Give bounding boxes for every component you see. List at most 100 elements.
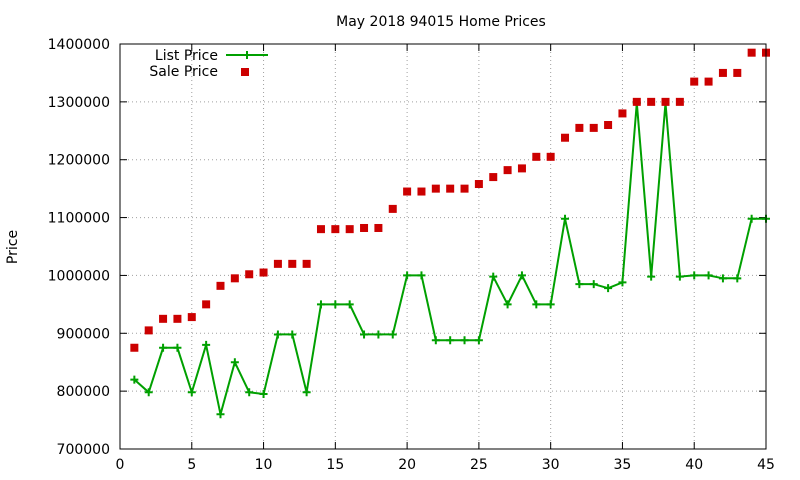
list-price-point	[503, 300, 512, 309]
list-price-point	[302, 388, 311, 397]
y-tick-label: 800000	[57, 384, 110, 400]
x-tick-label: 25	[470, 457, 488, 473]
sale-price-point	[202, 300, 211, 309]
list-price-point	[561, 214, 570, 223]
list-price-point	[517, 271, 526, 280]
list-price-point	[159, 343, 168, 352]
sale-price-point	[532, 152, 541, 161]
sale-price-point	[517, 164, 526, 173]
sale-price-point	[173, 314, 182, 323]
list-price-point	[374, 330, 383, 339]
y-axis-label: Price	[5, 230, 21, 264]
list-price-point	[403, 271, 412, 280]
sale-price-point	[302, 259, 311, 268]
sale-price-point	[460, 184, 469, 193]
x-tick-label: 0	[116, 457, 125, 473]
sale-price-point	[718, 68, 727, 77]
sale-price-point	[130, 343, 139, 352]
list-price-point	[460, 336, 469, 345]
sale-price-point	[747, 48, 756, 57]
sale-price-point	[474, 180, 483, 189]
list-price-point	[144, 388, 153, 397]
sale-price-point	[561, 133, 570, 142]
legend-marker-list-price	[243, 51, 251, 59]
list-price-point	[718, 274, 727, 283]
y-tick-label: 1300000	[48, 95, 110, 111]
sale-price-point	[604, 121, 613, 129]
sale-price-point	[417, 187, 426, 196]
list-price-point	[288, 330, 297, 339]
list-price-point	[532, 300, 541, 309]
y-tick-label: 1100000	[48, 211, 110, 227]
list-price-point	[589, 280, 598, 289]
list-price-point	[647, 272, 656, 281]
sale-price-point	[661, 97, 670, 106]
list-price-point	[618, 278, 627, 287]
sale-price-point	[733, 68, 742, 77]
sale-price-point	[403, 187, 412, 196]
sale-price-point	[316, 225, 325, 234]
sale-price-point	[159, 314, 168, 323]
sale-price-point	[675, 97, 684, 106]
legend-label-list-price: List Price	[155, 48, 218, 64]
list-price-point	[575, 280, 584, 289]
sale-price-point	[575, 123, 584, 132]
list-price-point	[345, 300, 354, 309]
sale-price-point	[360, 223, 369, 232]
sale-price-point	[374, 223, 383, 232]
sale-price-point	[144, 326, 153, 335]
list-price-point	[489, 272, 498, 281]
list-price-point	[245, 388, 254, 397]
sale-price-point	[288, 259, 297, 268]
list-price-point	[704, 271, 713, 280]
legend-label-sale-price: Sale Price	[149, 64, 218, 80]
sale-price-point	[618, 109, 627, 118]
y-tick-label: 900000	[57, 326, 110, 342]
sale-price-point	[546, 152, 555, 161]
sale-price-point	[446, 184, 455, 193]
sale-price-point	[503, 166, 512, 175]
axis-ticks: 0 5 10 15 20 25 30 35 40 45 700000 800000 900000 1000…	[48, 37, 775, 473]
sale-price-point	[690, 77, 699, 86]
sale-price-point	[216, 281, 225, 290]
x-tick-label: 40	[685, 457, 703, 473]
sale-price-point	[345, 225, 354, 234]
sale-price-point	[273, 259, 282, 268]
list-price-point	[273, 330, 282, 339]
list-price-point	[316, 300, 325, 309]
series-layer	[130, 48, 770, 419]
sale-price-point	[431, 184, 440, 193]
x-tick-label: 20	[398, 457, 416, 473]
list-price-point	[130, 375, 139, 384]
list-price-point	[202, 340, 211, 349]
list-price-point	[474, 336, 483, 345]
list-price-point	[546, 300, 555, 309]
x-tick-label: 5	[187, 457, 196, 473]
sale-price-point	[230, 274, 239, 283]
sale-price-point	[647, 97, 656, 106]
y-tick-label: 1200000	[48, 153, 110, 169]
sale-price-point	[259, 268, 268, 277]
list-price-point	[690, 271, 699, 280]
list-price-line	[133, 102, 766, 415]
list-price-point	[187, 388, 196, 397]
sale-price-point	[388, 204, 397, 213]
legend-marker-sale-price	[241, 68, 249, 76]
y-tick-label: 1400000	[48, 37, 110, 53]
list-price-point	[747, 214, 756, 223]
x-tick-label: 10	[255, 457, 273, 473]
list-price-point	[733, 274, 742, 283]
sale-price-point	[589, 123, 598, 132]
list-price-point	[230, 358, 239, 367]
chart-title: May 2018 94015 Home Prices	[336, 14, 546, 30]
x-tick-label: 35	[614, 457, 632, 473]
list-price-point	[446, 336, 455, 345]
list-price-point	[216, 410, 225, 419]
plot-border	[119, 43, 767, 450]
list-price-point	[259, 390, 268, 399]
x-tick-label: 30	[542, 457, 560, 473]
x-tick-label: 45	[757, 457, 775, 473]
list-price-point	[675, 272, 684, 281]
sale-price-point	[704, 77, 713, 86]
